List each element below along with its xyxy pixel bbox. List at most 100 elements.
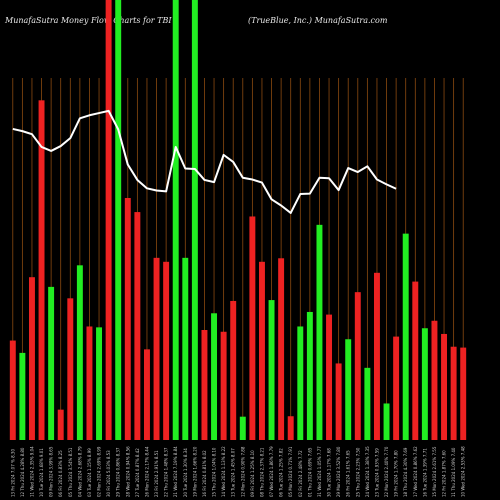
x-tick-label: 12 Fri 2024 1.87% 7.60 [442,450,447,497]
x-tick-label: 06 Tue 2024 1.25% 7.82 [279,448,284,497]
bar-down [335,363,342,440]
bar-down [441,333,448,440]
bar-down [450,346,457,440]
bar-up [96,327,103,440]
x-tick-label: 28 Wed 2024 0.94% 8.56 [125,446,130,497]
x-tick-label: 29 Mon 2024 3.52% 7.80 [336,446,341,497]
x-tick-label: 09 Fri 2024 1.25% 8.10 [250,450,255,497]
x-tick-label: 03 Tue 2024 1.15% 8.99 [87,448,92,497]
bar-up [306,311,313,440]
bar-down [134,212,141,440]
x-tick-label: 27 Tue 2024 0.87% 8.42 [135,448,140,497]
x-tick-label: 19 Mon 2024 1.66% 8.20 [192,446,197,497]
bar-down [393,336,400,440]
x-tick-label: 18 Thu 2024 4.30% 7.69 [403,447,408,497]
bar-down [143,349,150,440]
bar-down [354,292,361,440]
bar-up [402,233,409,440]
x-tick-label: 16 Fri 2024 0.81% 8.02 [202,450,207,497]
bar-up [364,367,371,440]
x-tick-label: 06 Fri 2024 0.83% 8.25 [58,450,63,497]
x-tick-label: 13 Fri 2024 7.07 % 8.30 [10,449,15,497]
chart-title-right: (TrueBlue, Inc.) MunafaSutra.com [248,16,388,25]
bar-up [239,416,246,440]
bar-up [48,286,55,440]
bars-group [9,0,467,440]
x-tick-label: 11 Thu 2024 1.09% 7.40 [451,447,456,497]
bar-up [268,300,275,440]
bar-down [201,330,208,440]
x-tick-label: 02 Fri 2024 2.48% 7.72 [298,450,303,497]
bar-down [373,272,380,440]
x-tick-label: 15 Mon 2024 2.61% 7.55 [432,446,437,497]
bar-down [153,257,160,440]
bar-down [38,100,45,440]
x-tick-label: 11 Wed 2024 2.35% 9.04 [29,446,34,497]
bar-down [258,261,265,440]
x-tick-label: 05 Mon 2024 0.71% 7.91 [288,446,293,497]
x-tick-label: 05 Thu 2024 3.54% 8.51 [68,447,73,497]
bar-down [28,277,35,440]
bar-down [86,326,93,440]
x-tick-label: 04 Wed 2024 2.68% 8.79 [77,446,82,497]
x-tick-label: 17 Wed 2024 0.86% 7.62 [413,446,418,497]
bar-down [326,314,333,440]
bar-down [124,198,131,440]
x-tick-label: 26 Fri 2024 1.61% 7.65 [346,450,351,497]
bar-down [460,347,467,440]
x-tick-label: 16 Tue 2024 1.39% 7.71 [422,448,427,497]
x-tick-label: 21 Wed 2024 7.19% 8.84 [173,446,178,497]
x-tick-label: 23 Fri 2024 2.91% 8.51 [154,450,159,497]
x-tick-label: 19 Fri 2024 1.70% 7.80 [394,450,399,497]
bar-up [316,224,323,440]
bar-down [57,409,64,440]
bar-down [431,320,438,440]
x-tick-label: 10 Wed 2024 2.53% 7.48 [461,446,466,497]
bar-down [105,0,112,440]
bar-down [287,416,294,440]
x-tick-label: 09 Mon 2024 3.99% 8.65 [49,446,54,497]
x-tick-label: 10 Tue 2024 1.68% 9.01 [39,448,44,497]
x-tick-label: 31 Wed 2024 1.05% 7.77 [317,446,322,497]
chart-title-left: MunafaSutra Money Flow Charts for TBI [4,16,172,25]
bar-up [383,403,390,440]
x-tick-label: 22 Thu 2024 1.48% 8.37 [164,447,169,497]
x-tick-label: 13 Tue 2024 1.45% 8.07 [231,448,236,497]
x-axis-labels: 13 Fri 2024 7.07 % 8.30 12 Thu 2024 4.28%… [10,446,465,497]
bar-down [249,216,256,440]
x-tick-label: 23 Tue 2024 0.93% 7.59 [374,448,379,497]
bar-up [421,328,428,440]
x-tick-label: 02 Mon 2024 2.69% 8.99 [97,446,102,497]
bar-up [211,313,218,440]
bar-up [345,339,352,440]
bar-down [67,298,74,440]
x-tick-label: 14 Wed 2024 1.13% 8.22 [221,446,226,497]
x-tick-label: 26 Mon 2024 2.17% 8.44 [144,446,149,497]
bar-up [191,0,198,440]
bar-up [115,0,122,440]
x-tick-label: 30 Fri 2024 5.03% 8.53 [106,450,111,497]
bar-down [278,258,285,440]
bar-up [76,265,83,440]
x-tick-label: 12 Mon 2024 0.90% 7.88 [240,446,245,497]
x-tick-label: 29 Thu 2024 0.86% 8.37 [116,447,121,497]
line-group [12,109,397,214]
x-tick-label: 01 Thu 2024 0.69% 7.65 [307,447,312,497]
x-tick-label: 22 Mon 2024 2.40% 7.70 [384,446,389,497]
x-tick-label: 08 Thu 2024 2.37% 8.21 [259,447,264,497]
x-tick-label: 25 Thu 2024 2.23% 7.50 [355,447,360,497]
bar-down [220,331,227,440]
bar-up [172,0,179,440]
x-tick-label: 15 Thu 2024 1.04% 8.10 [212,447,217,497]
bar-down [163,261,170,440]
x-tick-label: 30 Tue 2024 1.17% 7.68 [327,448,332,497]
bar-down [412,281,419,440]
x-tick-label: 07 Wed 2024 1.86% 7.79 [269,446,274,497]
x-tick-label: 24 Wed 2024 1.38% 7.35 [365,446,370,497]
bar-down [9,340,16,440]
x-tick-label: 12 Thu 2024 4.28% 8.80 [20,447,25,497]
bar-up [19,352,26,440]
bar-up [182,257,189,440]
series-line [12,109,397,214]
